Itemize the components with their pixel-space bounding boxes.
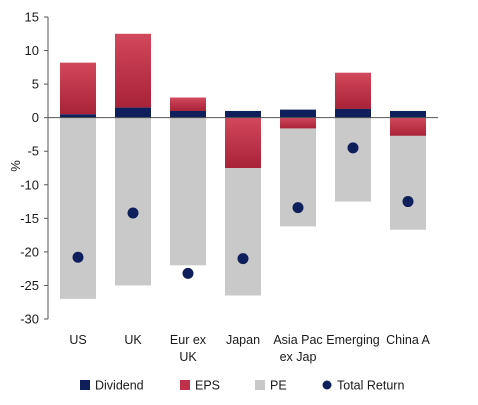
legend-label-pe: PE <box>270 379 287 393</box>
y-tick-label: -15 <box>20 211 39 226</box>
pe-bar <box>335 117 371 202</box>
pe-bar <box>390 135 426 230</box>
y-axis-title: % <box>8 160 23 172</box>
eps-bar <box>225 117 261 168</box>
total-return-point <box>347 142 359 154</box>
legend-swatch-total-return <box>322 380 332 390</box>
eps-bar <box>280 117 316 129</box>
x-category-label: UK <box>124 333 142 347</box>
dividend-bar <box>280 109 316 118</box>
y-tick-label: -20 <box>20 244 39 259</box>
total-return-point <box>127 207 139 219</box>
dividend-bar <box>60 114 96 118</box>
eps-bar <box>170 97 206 111</box>
dividend-bar <box>225 110 261 118</box>
eps-series <box>60 33 426 168</box>
legend-label-eps: EPS <box>195 379 220 393</box>
eps-bar <box>335 72 371 109</box>
dividend-bar <box>390 110 426 118</box>
y-tick-label: -5 <box>27 144 39 159</box>
eps-bar <box>115 33 151 108</box>
pe-bar <box>225 168 261 296</box>
dividend-series <box>60 107 426 118</box>
x-category-label: Japan <box>226 333 260 347</box>
pe-bar <box>115 117 151 286</box>
y-tick-label: -10 <box>20 177 39 192</box>
pe-bar <box>170 117 206 266</box>
total-return-point <box>182 267 194 279</box>
x-axis-labels: US UK Eur ex UK Japan Asia Pac ex Jap Emerging C… <box>69 333 430 364</box>
dividend-bar <box>335 108 371 118</box>
y-tick-label: -25 <box>20 278 39 293</box>
legend-label-dividend: Dividend <box>95 379 144 393</box>
total-return-series <box>72 142 414 279</box>
x-category-label: US <box>69 333 86 347</box>
legend-swatch-eps <box>180 380 190 390</box>
y-axis: 15 10 5 0 -5 -10 -15 -20 -25 -30% <box>8 10 438 327</box>
y-tick-label: 15 <box>25 10 39 25</box>
total-return-point <box>237 253 249 265</box>
eps-bar <box>390 117 426 136</box>
legend: Dividend EPS PE Total Return <box>80 379 404 393</box>
dividend-bar <box>115 107 151 118</box>
total-return-point <box>72 251 84 263</box>
x-category-label: UK <box>179 350 197 364</box>
x-category-label: ex Jap <box>280 350 317 364</box>
x-category-label: Emerging <box>326 333 380 347</box>
y-tick-label: -30 <box>20 312 39 327</box>
x-category-label: China A <box>386 333 430 347</box>
eps-bar <box>60 62 96 115</box>
y-tick-label: 5 <box>32 77 39 92</box>
y-tick-label: 0 <box>32 110 39 125</box>
pe-bar <box>60 117 96 299</box>
legend-swatch-dividend <box>80 380 90 390</box>
x-category-label: Eur ex <box>170 333 207 347</box>
y-tick-label: 10 <box>25 43 39 58</box>
legend-swatch-pe <box>255 380 265 390</box>
x-category-label: Asia Pac <box>273 333 322 347</box>
legend-label-total-return: Total Return <box>337 379 404 393</box>
total-return-point <box>402 196 414 208</box>
dividend-bar <box>170 110 206 118</box>
total-return-point <box>292 202 304 214</box>
